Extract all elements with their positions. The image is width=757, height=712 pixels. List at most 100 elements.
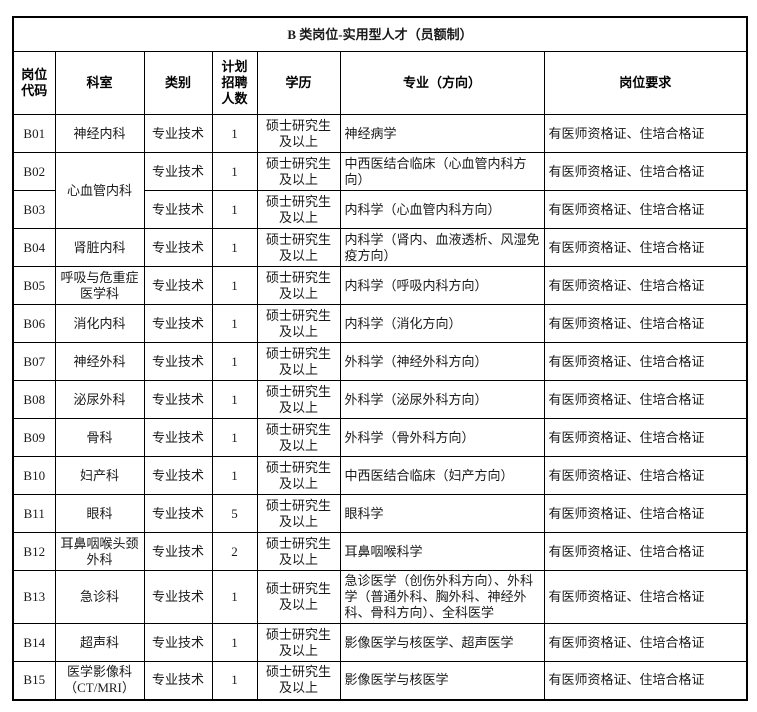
requirement-cell: 有医师资格证、住培合格证	[543, 418, 748, 457]
major-cell: 神经病学	[339, 114, 545, 153]
education-cell: 硕士研究生及以上	[256, 342, 341, 381]
requirement-cell: 有医师资格证、住培合格证	[543, 228, 748, 267]
category-cell: 专业技术	[143, 570, 213, 624]
category-cell: 专业技术	[143, 266, 213, 305]
category-cell: 专业技术	[143, 380, 213, 419]
planned-count-cell: 1	[211, 661, 258, 700]
position-code-cell: B09	[12, 418, 56, 457]
department-cell: 眼科	[54, 494, 145, 533]
requirement-cell: 有医师资格证、住培合格证	[543, 623, 748, 662]
education-cell: 硕士研究生及以上	[256, 304, 341, 343]
requirement-cell: 有医师资格证、住培合格证	[543, 342, 748, 381]
planned-count-cell: 1	[211, 266, 258, 305]
requirement-cell: 有医师资格证、住培合格证	[543, 190, 748, 229]
position-code-cell: B10	[12, 456, 56, 495]
education-cell: 硕士研究生及以上	[256, 661, 341, 700]
major-cell: 外科学（泌尿外科方向）	[339, 380, 545, 419]
planned-count-cell: 5	[211, 494, 258, 533]
major-cell: 眼科学	[339, 494, 545, 533]
header-major: 专业（方向）	[339, 51, 545, 115]
position-code-cell: B11	[12, 494, 56, 533]
header-education: 学历	[256, 51, 341, 115]
department-cell: 呼吸与危重症医学科	[54, 266, 145, 305]
table-row: B01 神经内科 专业技术 1 硕士研究生及以上 神经病学 有医师资格证、住培合格证	[12, 114, 748, 153]
category-cell: 专业技术	[143, 190, 213, 229]
planned-count-cell: 1	[211, 570, 258, 624]
education-cell: 硕士研究生及以上	[256, 152, 341, 191]
category-cell: 专业技术	[143, 456, 213, 495]
requirement-cell: 有医师资格证、住培合格证	[543, 380, 748, 419]
planned-count-cell: 1	[211, 342, 258, 381]
requirement-cell: 有医师资格证、住培合格证	[543, 661, 748, 700]
planned-count-cell: 1	[211, 190, 258, 229]
major-cell: 急诊医学（创伤外科方向）、外科学（普通外科、胸外科、神经外科、骨科方向）、全科医…	[339, 570, 545, 624]
planned-count-cell: 1	[211, 623, 258, 662]
requirement-cell: 有医师资格证、住培合格证	[543, 266, 748, 305]
major-cell: 中西医结合临床（心血管内科方向）	[339, 152, 545, 191]
header-row: 岗位代码 科室 类别 计划招聘人数 学历 专业（方向） 岗位要求	[12, 51, 748, 115]
education-cell: 硕士研究生及以上	[256, 380, 341, 419]
department-cell: 急诊科	[54, 570, 145, 624]
table-row: B02 心血管内科 专业技术 1 硕士研究生及以上 中西医结合临床（心血管内科方向） 有医师…	[12, 152, 748, 229]
table-row: B04 肾脏内科 专业技术 1 硕士研究生及以上 内科学（肾内、血液透析、风湿免疫方向）有…	[12, 228, 748, 267]
header-department: 科室	[54, 51, 145, 115]
department-cell: 超声科	[54, 623, 145, 662]
department-cell: 消化内科	[54, 304, 145, 343]
category-cell: 专业技术	[143, 228, 213, 267]
position-code-cell: B04	[12, 228, 56, 267]
position-code-cell: B12	[12, 532, 56, 571]
position-code-cell: B08	[12, 380, 56, 419]
planned-count-cell: 1	[211, 228, 258, 267]
education-cell: 硕士研究生及以上	[256, 190, 341, 229]
header-position-code: 岗位代码	[12, 51, 56, 115]
table-row: B06 消化内科 专业技术 1 硕士研究生及以上 内科学（消化方向） 有医师资格证、住培合格…	[12, 304, 748, 343]
department-cell: 耳鼻咽喉头颈外科	[54, 532, 145, 571]
requirement-cell: 有医师资格证、住培合格证	[543, 532, 748, 571]
major-cell: 内科学（消化方向）	[339, 304, 545, 343]
category-cell: 专业技术	[143, 661, 213, 700]
table-row: B05 呼吸与危重症医学科 专业技术 1 硕士研究生及以上 内科学（呼吸内科方向） 有医师资…	[12, 266, 748, 305]
department-cell: 神经内科	[54, 114, 145, 153]
major-cell: 内科学（心血管内科方向）	[339, 190, 545, 229]
education-cell: 硕士研究生及以上	[256, 114, 341, 153]
planned-count-cell: 1	[211, 304, 258, 343]
title-row: B 类岗位-实用型人才（员额制）	[12, 16, 748, 52]
planned-count-cell: 2	[211, 532, 258, 571]
table-row: B15 医学影像科（CT/MRI） 专业技术 1 硕士研究生及以上 影像医学与核医学 有医师…	[12, 661, 748, 700]
major-cell: 内科学（呼吸内科方向）	[339, 266, 545, 305]
table-row: B10 妇产科 专业技术 1 硕士研究生及以上 中西医结合临床（妇产方向） 有医师资格证、住…	[12, 456, 748, 495]
category-cell: 专业技术	[143, 304, 213, 343]
position-code-cell: B03	[12, 190, 56, 229]
education-cell: 硕士研究生及以上	[256, 228, 341, 267]
requirement-cell: 有医师资格证、住培合格证	[543, 152, 748, 191]
education-cell: 硕士研究生及以上	[256, 532, 341, 571]
department-cell: 心血管内科	[54, 152, 145, 229]
department-cell: 妇产科	[54, 456, 145, 495]
requirement-cell: 有医师资格证、住培合格证	[543, 570, 748, 624]
education-cell: 硕士研究生及以上	[256, 494, 341, 533]
education-cell: 硕士研究生及以上	[256, 266, 341, 305]
major-cell: 影像医学与核医学	[339, 661, 545, 700]
requirement-cell: 有医师资格证、住培合格证	[543, 494, 748, 533]
category-cell: 专业技术	[143, 494, 213, 533]
category-cell: 专业技术	[143, 418, 213, 457]
planned-count-cell: 1	[211, 114, 258, 153]
major-cell: 内科学（肾内、血液透析、风湿免疫方向）	[339, 228, 545, 267]
position-code-cell: B14	[12, 623, 56, 662]
major-cell: 外科学（骨外科方向）	[339, 418, 545, 457]
position-code-cell: B06	[12, 304, 56, 343]
education-cell: 硕士研究生及以上	[256, 418, 341, 457]
major-cell: 影像医学与核医学、超声医学	[339, 623, 545, 662]
education-cell: 硕士研究生及以上	[256, 570, 341, 624]
header-planned-count: 计划招聘人数	[211, 51, 258, 115]
planned-count-cell: 1	[211, 380, 258, 419]
education-cell: 硕士研究生及以上	[256, 623, 341, 662]
table-row: B08 泌尿外科 专业技术 1 硕士研究生及以上 外科学（泌尿外科方向） 有医师资格证、住培…	[12, 380, 748, 419]
planned-count-cell: 1	[211, 418, 258, 457]
position-code-cell: B15	[12, 661, 56, 700]
table-row: B12 耳鼻咽喉头颈外科 专业技术 2 硕士研究生及以上 耳鼻咽喉科学 有医师资格证、住培合…	[12, 532, 748, 571]
department-cell: 肾脏内科	[54, 228, 145, 267]
position-code-cell: B13	[12, 570, 56, 624]
major-cell: 耳鼻咽喉科学	[339, 532, 545, 571]
